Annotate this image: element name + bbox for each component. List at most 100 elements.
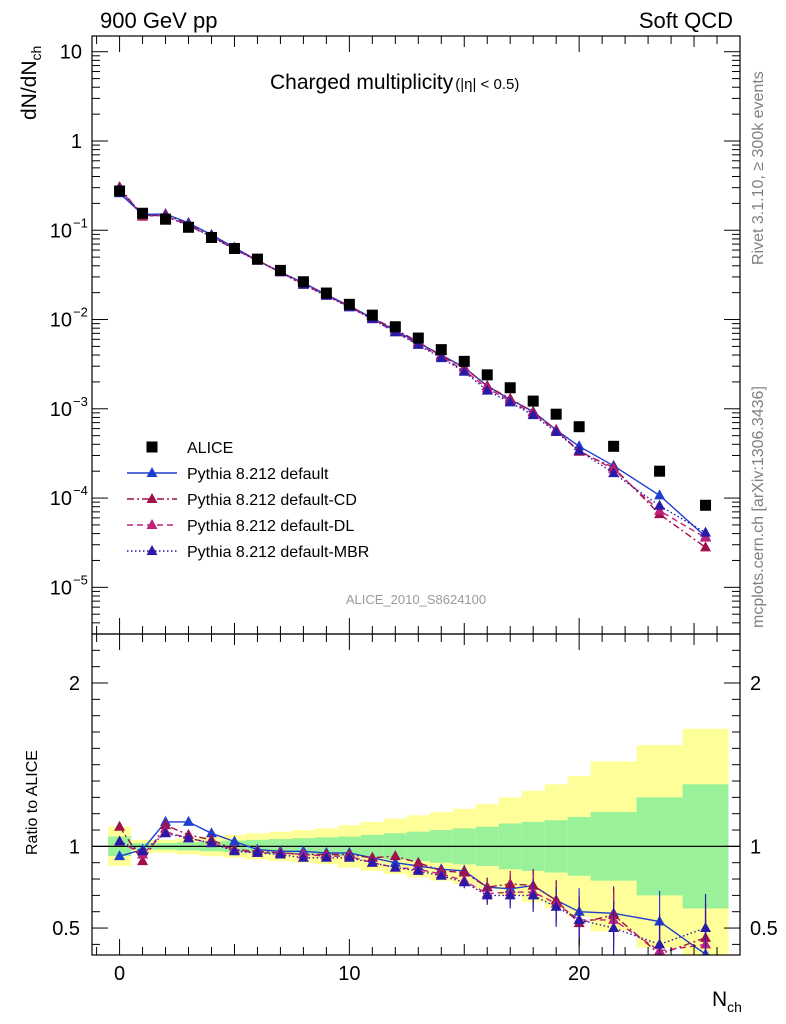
chart-title-main: Charged multiplicity [270, 71, 454, 94]
mc-point [527, 409, 539, 420]
alice-data-point [573, 421, 585, 433]
ratio-point [343, 851, 355, 862]
y-tick-exponent: −4 [73, 483, 88, 498]
y-tick-exponent: −3 [73, 394, 88, 409]
ratio-point [297, 851, 309, 862]
y-tick-exponent: −1 [73, 215, 88, 230]
alice-data-point [228, 242, 240, 254]
ratio-point [320, 851, 332, 862]
ratio-y-tick-label-right: 0.5 [750, 918, 778, 940]
y-tick-label: 10 [60, 42, 82, 64]
legend-marker [146, 519, 158, 529]
ratio-point [573, 913, 585, 924]
ratio-point [160, 827, 172, 838]
ratio-point [481, 889, 493, 900]
ratio-point [654, 938, 666, 949]
alice-data-point [412, 332, 424, 344]
ratio-point [366, 856, 378, 867]
mc-point [700, 541, 712, 552]
ratio-axes: 0.5 0.51 12 20 10 20 [52, 634, 778, 985]
mc-point [573, 444, 585, 455]
ratio-point [114, 820, 126, 831]
mc-point [700, 526, 712, 537]
ratio-point [389, 850, 401, 861]
ratio-panel: 0.5 0.51 12 20 10 20 Ratio to ALICE Nch [24, 633, 778, 1015]
alice-data-point [389, 321, 401, 333]
alice-data-point [297, 276, 309, 288]
mcplots-label: mcplots.cern.ch [arXiv:1306.3436] [750, 386, 767, 628]
legend: ALICE Pythia 8.212 default Pythia 8.212 de… [127, 440, 369, 561]
ratio-y-tick-label-right: 2 [750, 673, 761, 695]
y-tick-label: 10 [50, 220, 72, 242]
ratio-y-tick-label: 0.5 [52, 918, 80, 940]
y-tick-label: 1 [71, 131, 82, 153]
legend-marker-alice [146, 441, 158, 453]
ratio-point [504, 889, 516, 900]
ratio-y-tick-label: 1 [69, 836, 80, 858]
ratio-point [137, 855, 149, 866]
ratio-point [412, 856, 424, 867]
alice-data-point [274, 264, 286, 276]
x-axis-label: Nch [712, 988, 742, 1015]
alice-data-point [343, 298, 355, 310]
rivet-version-label: Rivet 3.1.10, ≥ 300k events [750, 71, 767, 265]
ratio-y-axis-label: Ratio to ALICE [24, 750, 41, 855]
ratio-point [228, 835, 240, 846]
header-right-label: Soft QCD [639, 8, 733, 33]
analysis-label: ALICE_2010_S8624100 [346, 592, 486, 607]
ratio-point [137, 845, 149, 856]
ratio-point [608, 922, 620, 933]
ratio-point [228, 845, 240, 856]
ratio-frame [91, 633, 741, 956]
y-tick-exponent: −5 [73, 572, 88, 587]
ratio-point [114, 835, 126, 846]
alice-data-point [137, 207, 149, 219]
y-tick-exponent: −2 [73, 305, 88, 320]
ratio-y-tick-label-right: 1 [750, 836, 761, 858]
ratio-data-layer [92, 728, 740, 955]
ratio-point [412, 864, 424, 875]
mc-point [481, 384, 493, 395]
ratio-point [274, 848, 286, 859]
mc-point [435, 352, 447, 363]
ratio-point [183, 832, 195, 843]
legend-entry-label: Pythia 8.212 default [187, 466, 329, 483]
mc-point [550, 425, 562, 436]
ratio-point [435, 869, 447, 880]
legend-marker [146, 493, 158, 503]
alice-data-point [527, 395, 539, 407]
legend-entry-label: Pythia 8.212 default-CD [187, 492, 357, 509]
ratio-point [700, 922, 712, 933]
mc-point [412, 338, 424, 349]
ratio-point [114, 850, 126, 861]
x-tick-label: 10 [338, 963, 360, 985]
ratio-point [550, 900, 562, 911]
ratio-point [183, 815, 195, 826]
ratio-point [160, 819, 172, 830]
mc-point [654, 489, 666, 500]
ratio-point [458, 876, 470, 887]
alice-data-point [654, 465, 666, 477]
alice-data-point [205, 231, 217, 243]
y-tick-label: 10 [50, 577, 72, 599]
legend-marker [146, 545, 158, 555]
y-axis-label-main: dN/dNch [18, 46, 44, 120]
alice-data-point [320, 287, 332, 299]
y-tick-label: 10 [50, 399, 72, 421]
alice-data-point [366, 309, 378, 321]
mc-point [504, 396, 516, 407]
alice-data-point [700, 499, 712, 511]
x-tick-label: 20 [568, 963, 590, 985]
alice-data-point [251, 253, 263, 265]
ratio-point [389, 861, 401, 872]
y-axis-label-text: dN/dN [18, 60, 41, 120]
ratio-point [205, 837, 217, 848]
legend-marker [146, 467, 158, 477]
y-tick-label: 10 [50, 310, 72, 332]
mc-point [608, 467, 620, 478]
x-axis-label-text: N [712, 988, 727, 1011]
mc-point [654, 504, 666, 515]
x-tick-label: 0 [114, 963, 125, 985]
